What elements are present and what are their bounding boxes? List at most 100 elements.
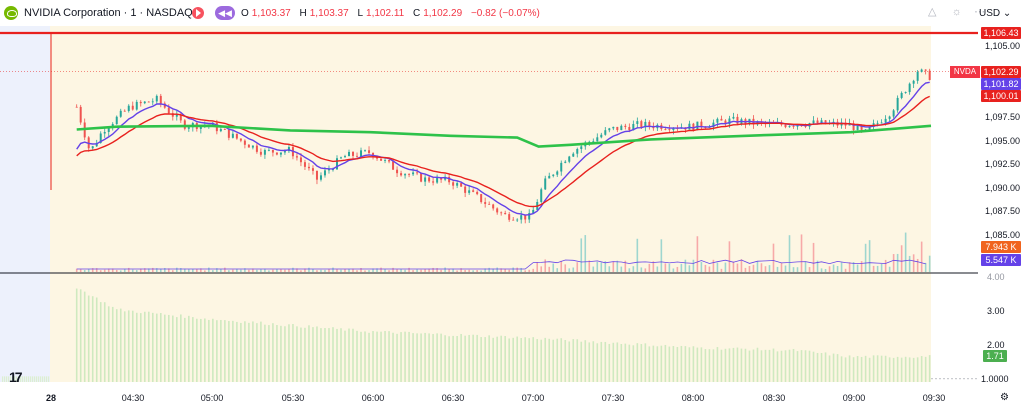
oscillator-bar [188, 315, 190, 382]
candle-body [396, 169, 399, 174]
volume-bar [356, 270, 358, 272]
oscillator-bar [552, 339, 555, 382]
volume-bar [472, 270, 474, 272]
oscillator-bar [512, 337, 514, 382]
more-icon[interactable]: ⋯ [974, 6, 986, 18]
volume-bar [540, 266, 543, 272]
volume-bar [344, 269, 346, 272]
candle-body [524, 215, 527, 220]
symbol-title[interactable]: NVIDIA Corporation · 1 · NASDAQ [24, 7, 193, 19]
oscillator-bar [756, 347, 759, 382]
candle-body [796, 125, 799, 127]
oscillator-bar [580, 341, 583, 382]
candle-body [135, 101, 138, 110]
volume-bar [688, 265, 691, 272]
candle-body [476, 191, 479, 195]
candle-body [75, 106, 78, 108]
volume-bar [131, 269, 134, 272]
volume-bar [236, 268, 238, 272]
oscillator-bar [544, 337, 547, 382]
oscillator-bar [796, 351, 799, 382]
candle-body [616, 126, 619, 131]
volume-bar [516, 267, 518, 272]
price-tick: 1,092.50 [985, 159, 1021, 169]
volume-bar [504, 268, 506, 272]
candle-body [864, 129, 867, 131]
volume-bar [836, 265, 839, 272]
volume-bar [176, 267, 178, 272]
candle-body [828, 122, 831, 124]
candle-body [111, 124, 114, 129]
volume-bar [532, 268, 535, 272]
alert-icon[interactable]: △ [928, 6, 937, 18]
oscillator-bar [716, 347, 719, 382]
oscillator-bar [147, 311, 150, 382]
volume-bar [800, 234, 803, 272]
volume-bar [524, 270, 527, 272]
volume-bar [95, 268, 98, 272]
candle-body [251, 145, 254, 148]
oscillator-bar [456, 336, 458, 382]
oscillator-bar [904, 356, 907, 382]
candle-body [255, 145, 258, 152]
settings-icon[interactable]: ☼ [951, 6, 962, 18]
candle-body [808, 123, 811, 127]
change-value: −0.82 (−0.07%) [470, 8, 540, 19]
oscillator-bar [668, 346, 671, 382]
replay-icon[interactable]: ◀◀ [215, 6, 235, 20]
oscillator-bar [115, 309, 118, 382]
candle-body [339, 157, 342, 159]
oscillator-bar [392, 332, 394, 382]
volume-bar [384, 269, 386, 272]
candle-body [652, 126, 655, 129]
candle-body [732, 116, 735, 119]
volume-bar [432, 267, 434, 272]
volume-bar [740, 259, 743, 272]
oscillator-bar [624, 343, 627, 382]
oscillator-bar [216, 320, 218, 382]
candle-body [744, 119, 747, 125]
oscillator-bar [576, 339, 579, 382]
candle-body [636, 121, 639, 124]
oscillator-bar [484, 337, 486, 382]
oscillator-bar [75, 288, 78, 382]
currency-select[interactable]: USD ⌄ [979, 6, 1017, 22]
volume-bar [684, 259, 687, 272]
candle-body [516, 219, 519, 221]
oscillator-bar [488, 335, 490, 382]
candle-body [612, 126, 615, 129]
volume-bar [796, 267, 799, 272]
price-tick: 1,087.50 [985, 206, 1021, 216]
candle-body [91, 146, 94, 149]
volume-bar [604, 261, 607, 272]
oscillator-bar [24, 376, 26, 382]
candle-body [680, 127, 683, 129]
oscillator-bar [820, 353, 823, 382]
candle-body [203, 125, 206, 127]
indicators-toggle[interactable]: ⌄ 3 [3, 27, 29, 39]
oscillator-bar [732, 347, 735, 382]
volume-bar [680, 263, 683, 272]
volume-bar [184, 268, 186, 272]
oscillator-bar [87, 295, 90, 382]
oscillator-bar [496, 336, 498, 382]
osc-tick: 2.00 [987, 340, 1005, 350]
volume-bar [648, 263, 651, 272]
volume-bar [792, 267, 795, 272]
oscillator-bar [232, 320, 234, 382]
volume-bar [476, 270, 478, 272]
candle-body [592, 141, 595, 143]
oscillator-bar [28, 376, 30, 382]
candle-body [576, 149, 579, 154]
candle-body [291, 147, 294, 157]
oscillator-bar [912, 357, 915, 382]
volume-bar [196, 269, 198, 272]
volume-bar [804, 262, 807, 272]
candle-body [656, 124, 659, 129]
market-status-icon[interactable] [192, 7, 204, 19]
oscillator-bar [316, 326, 318, 382]
volume-ma-line [76, 259, 926, 270]
volume-bar [280, 269, 282, 272]
settings-icon[interactable]: ⚙ [1000, 392, 1009, 403]
